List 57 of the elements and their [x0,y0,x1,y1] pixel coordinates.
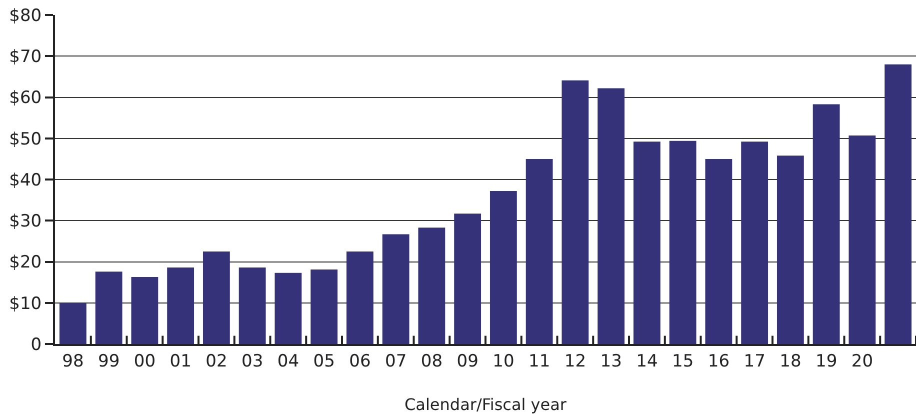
bar [202,251,230,344]
bar [310,270,338,344]
bar [848,136,876,344]
bar [526,158,553,344]
y-tick-label: $10 [9,294,42,314]
bar [776,156,804,344]
x-axis-title: Calendar/Fiscal year [404,395,567,414]
bar [741,142,768,344]
bar [238,268,266,344]
x-tick-label: 08 [420,351,443,372]
y-tick-label: $40 [9,170,42,190]
bar [167,268,194,344]
x-tick-label: 12 [564,351,586,372]
bar [884,64,912,344]
x-tick-label: 03 [241,351,264,372]
x-tick-label: 04 [277,351,300,372]
x-tick-label: 13 [600,351,622,372]
x-tick-label: 16 [708,351,730,372]
y-tick-label: 0 [30,334,42,355]
bar [705,158,732,344]
y-tick-label: $50 [9,129,42,150]
bar [598,88,625,344]
x-tick-label: 10 [492,351,514,372]
y-tick-label: $80 [9,6,42,26]
bar [490,191,517,344]
x-tick-label: 01 [170,351,192,372]
bar [59,302,86,344]
bar [454,214,482,344]
x-tick-label: 05 [313,351,335,372]
x-tick-label: 07 [384,351,407,372]
bar [633,142,660,344]
x-tick-label: 00 [134,351,156,372]
bar [418,228,446,344]
bar [346,251,374,344]
bar [382,234,410,344]
x-tick-label: 15 [672,351,694,372]
y-tick-label: $30 [9,212,42,232]
x-tick-label: 09 [456,351,478,372]
x-tick-label: 98 [62,351,84,372]
x-tick-label: 99 [98,351,120,372]
y-tick-label: $60 [9,88,42,108]
y-tick-label: $20 [9,252,42,273]
x-tick-label: 20 [851,351,874,372]
bar [95,272,122,344]
x-tick-label: 11 [528,351,550,372]
x-tick-label: 02 [206,351,228,372]
x-tick-label: 19 [815,351,838,372]
bar [669,140,696,344]
bar [131,276,158,344]
bar [562,80,589,344]
bar [274,272,302,344]
x-tick-label: 17 [744,351,766,372]
bar [812,104,840,344]
x-tick-label: 06 [349,351,371,372]
y-tick-label: $70 [9,47,42,68]
x-tick-label: 18 [780,351,802,372]
x-tick-label: 14 [636,351,658,372]
